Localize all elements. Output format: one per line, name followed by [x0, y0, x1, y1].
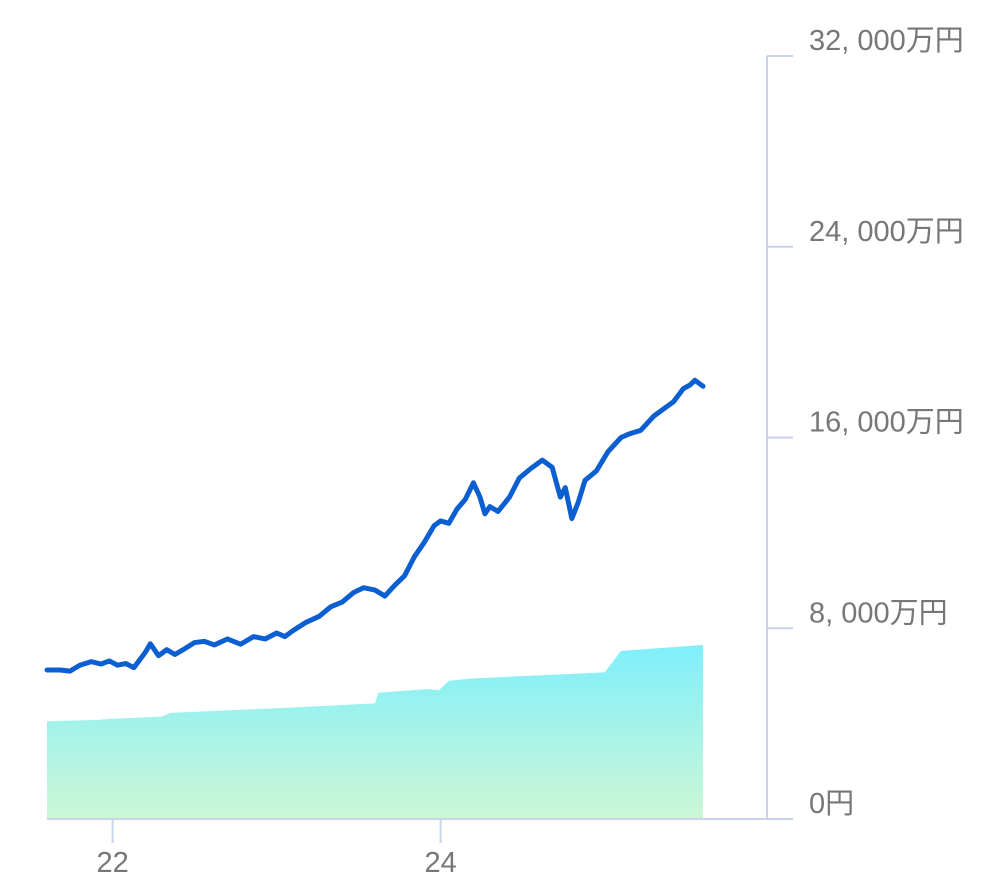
y-tick-label: 24, 000万円 — [809, 216, 964, 248]
y-tick-label: 32, 000万円 — [809, 25, 964, 57]
x-tick-label: 22 — [96, 847, 128, 879]
principal-area-series — [47, 644, 704, 819]
x-tick-label: 24 — [424, 847, 456, 879]
valuation-line-series — [44, 377, 706, 674]
y-tick-label: 8, 000万円 — [809, 597, 948, 629]
y-tick-label: 0円 — [809, 788, 854, 820]
y-tick-label: 16, 000万円 — [809, 407, 964, 439]
